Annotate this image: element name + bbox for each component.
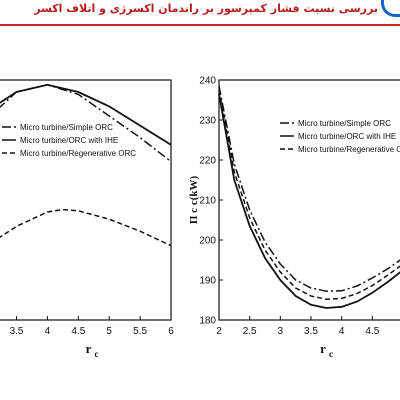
y-tick-label: 180 [199, 316, 216, 327]
series-line [218, 89, 400, 300]
y-tick-label: 240 [199, 76, 216, 87]
legend-label: Micro turbine/Regenerative ORC [298, 145, 400, 154]
x-tick-label: 3 [278, 326, 284, 337]
x-axis-label-subscript: c [329, 349, 333, 359]
y-tick-label: 200 [199, 236, 216, 247]
series-line [0, 208, 172, 247]
y-axis-label: Π c c(kW) [188, 176, 200, 225]
x-tick-label: 5 [106, 326, 112, 337]
header-title: بررسی نسبت فشار کمپرسور بر راندمان اکسرژ… [34, 2, 378, 15]
chart-1: 3.5 4 4.5 5 5.5 6 Micro turbine/Simple ORC Micr… [0, 79, 174, 359]
x-tick-label: 5.5 [133, 326, 147, 337]
header-divider [0, 24, 400, 26]
x-tick-label: 2 [216, 326, 222, 337]
x-tick-label: 3.5 [304, 326, 318, 337]
series-line [218, 93, 400, 309]
legend-label: Micro turbine/ORC with IHE [20, 136, 118, 145]
x-axis-label-subscript: c [95, 349, 99, 359]
x-axis-label: r [320, 341, 326, 356]
x-tick-label: 6 [168, 326, 174, 337]
y-tick-label: 230 [199, 116, 216, 127]
x-tick-label: 4.5 [365, 326, 379, 337]
legend-label: Micro turbine/Simple ORC [298, 119, 391, 128]
legend-label: Micro turbine/Simple ORC [20, 123, 113, 132]
x-axis-label: r [86, 341, 92, 356]
x-tick-label: 2.5 [243, 326, 257, 337]
x-tick-label: 4 [45, 326, 51, 337]
plot-frame [218, 79, 400, 321]
series-line [218, 85, 400, 292]
x-tick-label: 3.5 [10, 326, 24, 337]
legend-label: Micro turbine/Regenerative ORC [20, 149, 136, 158]
y-tick-label: 220 [199, 156, 216, 167]
header-bar: بررسی نسبت فشار کمپرسور بر راندمان اکسرژ… [0, 0, 400, 28]
x-tick-label: 4 [339, 326, 345, 337]
y-tick-label: 190 [199, 276, 216, 287]
series-line [0, 83, 172, 146]
y-tick-label: 210 [199, 196, 216, 207]
plot-frame [0, 79, 172, 321]
x-tick-label: 4.5 [71, 326, 85, 337]
chart-2: 2 2.5 3 3.5 4 4.5 180 190 200 210 220 230 240 Micro t… [188, 76, 400, 359]
legend-label: Micro turbine/ORC with IHE [298, 132, 396, 141]
arc-logo-icon [381, 0, 400, 17]
